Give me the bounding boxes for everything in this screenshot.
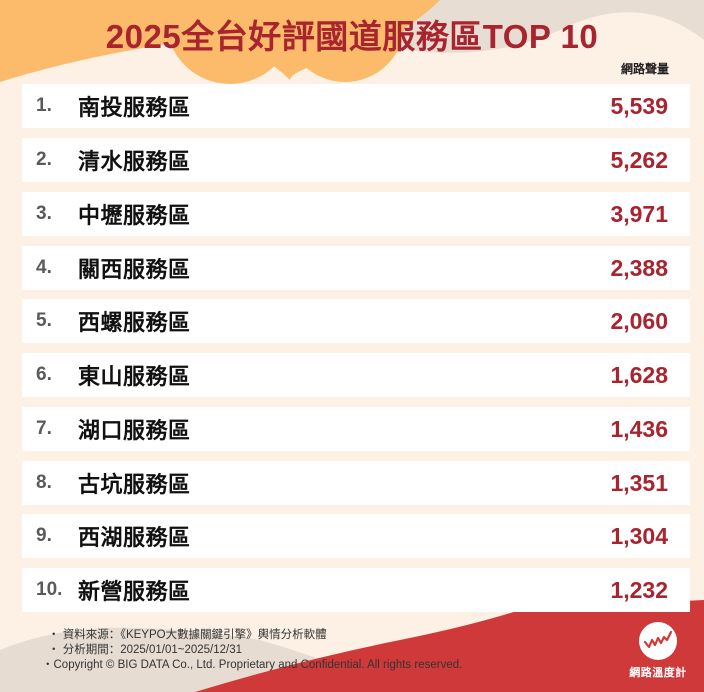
service-area-name: 東山服務區	[78, 364, 191, 389]
ranking-row: 1. 南投服務區 5,539	[22, 84, 690, 128]
rank-number: 10.	[36, 579, 63, 600]
rank-number: 8.	[36, 472, 52, 493]
service-area-name: 中壢服務區	[78, 203, 191, 228]
column-header-volume: 網路聲量	[620, 62, 669, 76]
service-area-name: 湖口服務區	[78, 418, 191, 443]
analysis-period-note: ・ 分析期間：2025/01/01~2025/12/31	[48, 644, 243, 656]
ranking-row: 5. 西螺服務區 2,060	[22, 299, 690, 343]
volume-value: 1,351	[610, 469, 668, 496]
ranking-row: 9. 西湖服務區 1,304	[22, 514, 690, 558]
orange-circle-left	[166, 0, 294, 84]
volume-value: 2,060	[610, 307, 668, 334]
volume-value: 1,232	[610, 576, 668, 603]
footer-notes: ・ 資料來源：《KEYPO大數據關鍵引擎》輿情分析軟體 ・ 分析期間：2025/…	[42, 628, 462, 673]
page-title: 2025全台好評國道服務區TOP 10	[105, 18, 599, 55]
ranking-row: 3. 中壢服務區 3,971	[22, 192, 690, 236]
volume-value: 1,628	[610, 361, 668, 388]
brand-logo-block: 網路溫度計	[626, 622, 690, 680]
orange-circle-right	[285, 0, 405, 82]
rank-number: 1.	[36, 95, 52, 116]
rank-number: 4.	[36, 257, 52, 278]
copyright-note: ・Copyright © BIG DATA Co., Ltd. Propriet…	[42, 659, 463, 671]
data-source-note: ・ 資料來源：《KEYPO大數據關鍵引擎》輿情分析軟體	[48, 629, 327, 641]
ranking-row: 7. 湖口服務區 1,436	[22, 407, 690, 451]
ranking-row: 4. 關西服務區 2,388	[22, 246, 690, 290]
service-area-name: 南投服務區	[78, 95, 191, 120]
volume-value: 2,388	[610, 254, 668, 281]
red-blob-bottom	[195, 600, 704, 692]
volume-value: 3,971	[610, 200, 668, 227]
ranking-row: 2. 清水服務區 5,262	[22, 138, 690, 182]
ranking-row: 6. 東山服務區 1,628	[22, 353, 690, 397]
service-area-name: 新營服務區	[78, 579, 191, 604]
volume-value: 1,436	[610, 415, 668, 442]
ranking-row: 10. 新營服務區 1,232	[22, 568, 690, 612]
service-area-name: 清水服務區	[78, 149, 191, 174]
brand-name: 網路溫度計	[629, 667, 687, 679]
rank-number: 5.	[36, 310, 52, 331]
service-area-name: 古坑服務區	[78, 472, 191, 497]
volume-value: 1,304	[610, 522, 668, 549]
rank-number: 7.	[36, 418, 52, 439]
volume-value: 5,539	[610, 92, 668, 119]
ranking-row: 8. 古坑服務區 1,351	[22, 461, 690, 505]
rank-number: 6.	[36, 364, 52, 385]
service-area-name: 西湖服務區	[78, 525, 191, 550]
rank-number: 9.	[36, 525, 52, 546]
trend-line-icon	[639, 622, 677, 660]
service-area-name: 關西服務區	[78, 257, 191, 282]
volume-value: 5,262	[610, 146, 668, 173]
rank-number: 2.	[36, 149, 52, 170]
rank-number: 3.	[36, 203, 52, 224]
service-area-name: 西螺服務區	[78, 310, 191, 335]
